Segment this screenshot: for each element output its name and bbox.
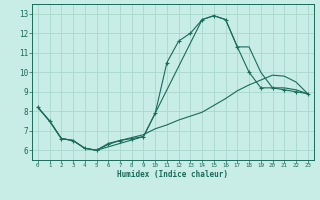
X-axis label: Humidex (Indice chaleur): Humidex (Indice chaleur): [117, 170, 228, 179]
